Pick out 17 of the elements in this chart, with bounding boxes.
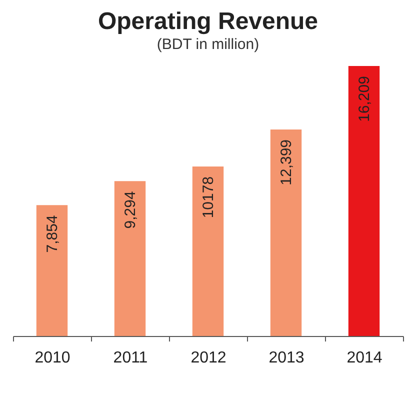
chart-title: Operating Revenue — [98, 8, 318, 35]
bar — [36, 205, 68, 336]
bar — [348, 66, 380, 336]
data-label: 7,854 — [44, 215, 61, 253]
x-tick-label: 2010 — [34, 350, 70, 366]
x-tick-label: 2011 — [113, 350, 148, 366]
data-label: 9,294 — [122, 191, 139, 229]
bar — [114, 181, 146, 336]
x-tick-label: 2013 — [268, 350, 304, 366]
data-label: 16,209 — [356, 76, 373, 122]
x-tick-label: 2014 — [346, 350, 382, 366]
data-label: 10178 — [200, 176, 217, 218]
chart-subtitle: (BDT in million) — [156, 36, 260, 53]
bar — [270, 129, 302, 336]
x-tick-label: 2012 — [190, 350, 226, 366]
bar — [192, 166, 224, 336]
data-label: 12,399 — [278, 139, 295, 186]
